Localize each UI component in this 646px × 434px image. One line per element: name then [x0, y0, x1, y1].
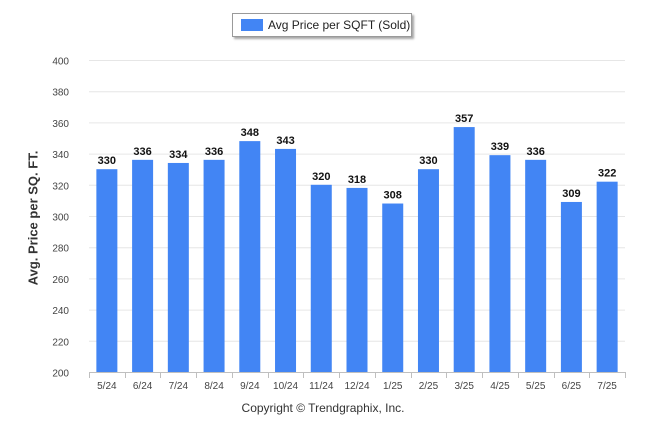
data-label: 308 [384, 190, 402, 202]
y-tick-label: 220 [52, 337, 69, 348]
bar [275, 148, 297, 372]
x-tick-label: 7/24 [169, 381, 189, 392]
bar [310, 184, 332, 372]
x-tick-label: 6/25 [562, 381, 582, 392]
y-tick-label: 360 [52, 119, 69, 130]
y-tick-label: 240 [52, 306, 69, 317]
x-tick-label: 1/25 [383, 381, 403, 392]
bar [596, 181, 618, 372]
data-label: 357 [455, 113, 473, 125]
x-tick-label: 5/24 [97, 381, 117, 392]
data-label: 334 [169, 149, 188, 161]
bar [203, 159, 225, 372]
data-label: 318 [348, 174, 366, 186]
y-tick-label: 380 [52, 88, 69, 99]
data-label: 336 [133, 146, 151, 158]
legend-label: Avg Price per SQFT (Sold) [268, 18, 411, 32]
legend-swatch [241, 19, 263, 31]
data-label: 330 [98, 155, 116, 167]
y-tick-label: 400 [52, 57, 69, 68]
bar [239, 141, 261, 372]
bar [525, 159, 547, 372]
copyright-footer: Copyright © Trendgraphix, Inc. [241, 401, 405, 415]
y-tick-label: 200 [52, 369, 69, 380]
data-label: 339 [491, 141, 509, 153]
data-label: 330 [419, 155, 437, 167]
y-tick-label: 280 [52, 244, 69, 255]
data-label: 348 [241, 127, 259, 139]
bar [167, 162, 189, 372]
x-tick-label: 6/24 [133, 381, 153, 392]
x-tick-label: 9/24 [240, 381, 260, 392]
x-tick-label: 4/25 [490, 381, 510, 392]
y-tick-label: 260 [52, 275, 69, 286]
y-tick-label: 340 [52, 150, 69, 161]
x-tick-label: 3/25 [454, 381, 474, 392]
data-label: 309 [562, 188, 580, 200]
bar [417, 169, 439, 372]
x-tick-label: 12/24 [344, 381, 369, 392]
bar [382, 203, 404, 372]
x-tick-label: 2/25 [419, 381, 439, 392]
bar [96, 169, 118, 372]
x-tick-label: 8/24 [204, 381, 224, 392]
bar [132, 159, 154, 372]
bar [346, 187, 368, 372]
bar [489, 155, 511, 372]
x-tick-label: 7/25 [597, 381, 617, 392]
data-label: 343 [276, 135, 294, 147]
x-tick-label: 10/24 [273, 381, 298, 392]
y-tick-label: 300 [52, 213, 69, 224]
data-label: 322 [598, 168, 616, 180]
chart-legend[interactable]: Avg Price per SQFT (Sold) [232, 13, 412, 37]
y-axis-title: Avg. Price per SQ. FT. [25, 150, 41, 286]
x-tick-label: 11/24 [309, 381, 334, 392]
data-label: 320 [312, 171, 330, 183]
data-label: 336 [526, 146, 544, 158]
data-label: 336 [205, 146, 223, 158]
bar [560, 201, 582, 372]
bar [453, 127, 475, 372]
x-tick-label: 5/25 [526, 381, 546, 392]
y-tick-label: 320 [52, 181, 69, 192]
